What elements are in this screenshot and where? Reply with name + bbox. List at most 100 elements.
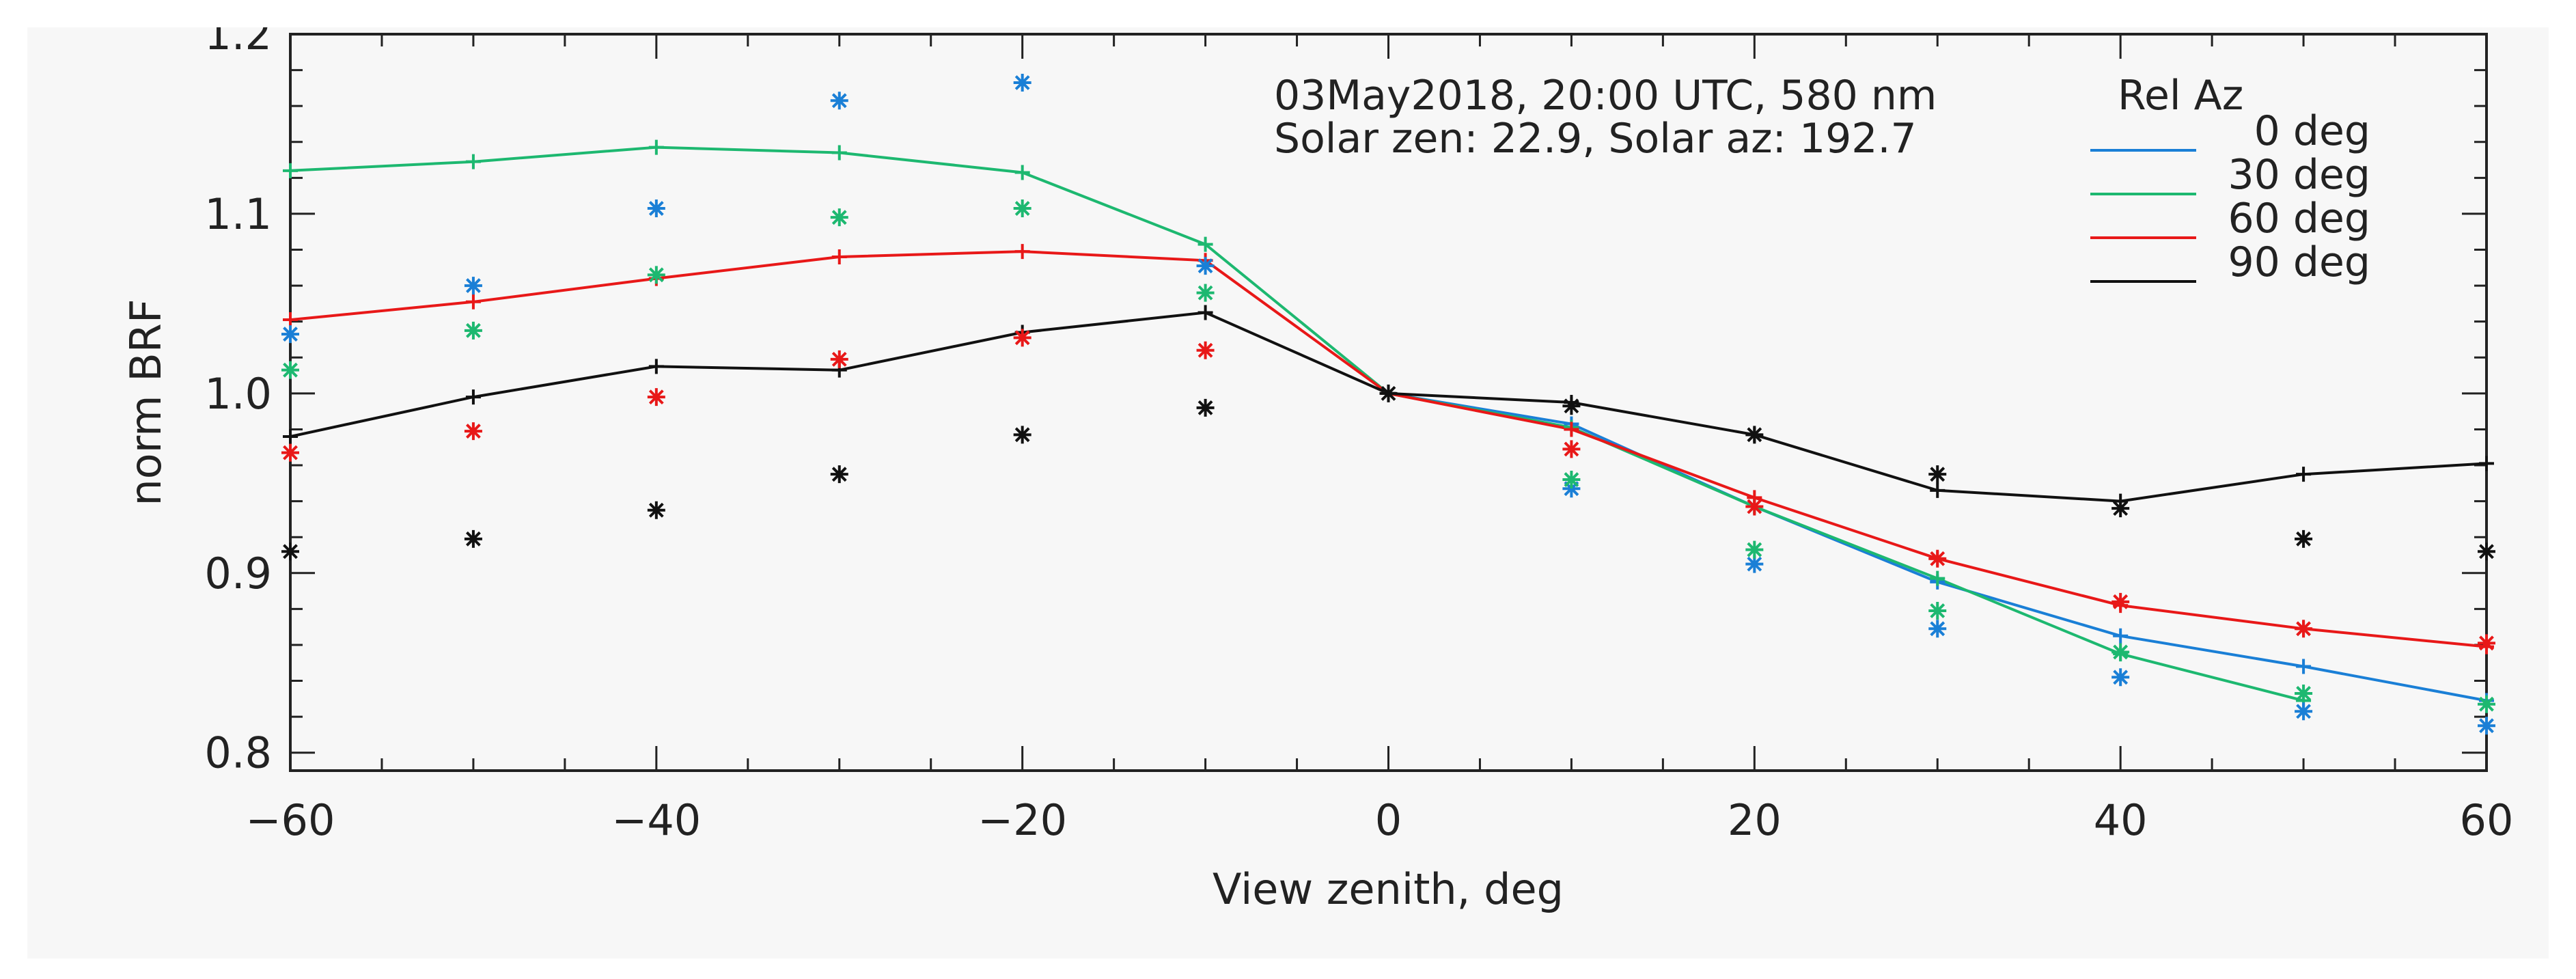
observation-point-30-deg [281,361,299,379]
model-point-0-deg [2296,659,2312,674]
model-point-60-deg [1564,422,1579,437]
observation-point-90-deg [1562,397,1581,415]
y-axis-label: norm BRF [121,299,171,506]
observation-point-30-deg [2295,684,2313,702]
observation-point-60-deg [1562,440,1581,458]
x-tick-labels: −60 −40 −20 0 20 40 60 [246,795,2514,845]
model-point-0-deg [2113,628,2129,644]
observation-point-90-deg [464,529,482,548]
observation-point-60-deg [2478,634,2495,652]
observation-point-0-deg [281,325,299,344]
model-line-90-deg [290,311,2487,503]
model-markers [283,139,2494,708]
model-point-90-deg [465,389,481,405]
model-point-30-deg [465,154,481,169]
model-point-30-deg [1930,570,1945,586]
model-point-90-deg [2296,467,2312,482]
model-point-60-deg [831,249,847,265]
model-point-60-deg [1014,244,1030,260]
observation-point-90-deg [830,465,848,484]
observation-point-0-deg [464,277,482,295]
model-point-90-deg [2479,456,2494,471]
observation-point-30-deg [1745,540,1764,559]
observation-point-0-deg [1928,620,1947,638]
y-tick-label: 1.2 [204,27,272,59]
annotation-line-1: 03May2018, 20:00 UTC, 580 nm [1274,72,1937,120]
observation-point-30-deg [2478,695,2495,713]
observation-point-60-deg [830,350,848,368]
figure-panel: −60 −40 −20 0 20 40 60 0.8 0.9 1.0 1.1 1.2 View ze… [27,27,2549,959]
x-tick-label: 40 [2094,795,2148,845]
observation-point-30-deg [1562,471,1581,489]
legend-label: 30 deg [2228,151,2370,199]
y-tick-label: 0.8 [204,728,272,778]
model-line-60-deg [290,250,2487,648]
observation-point-90-deg [2295,529,2313,548]
model-point-30-deg [648,139,664,155]
observation-point-90-deg [1928,465,1947,484]
model-point-60-deg [465,294,481,309]
observation-point-90-deg [1013,426,1031,444]
observation-point-60-deg [464,422,482,441]
legend-label: 0 deg [2254,107,2370,155]
y-tick-labels: 0.8 0.9 1.0 1.1 1.2 [204,27,272,778]
model-point-30-deg [283,163,298,178]
legend-label: 60 deg [2228,195,2370,243]
observation-point-0-deg [830,92,848,110]
y-tick-label: 0.9 [204,549,272,598]
observation-markers [281,73,2495,735]
observation-point-0-deg [1745,555,1764,573]
observation-point-0-deg [1196,257,1215,275]
observation-point-0-deg [2295,702,2313,721]
observation-point-90-deg [647,501,665,519]
observation-point-60-deg [1196,341,1215,359]
observation-point-60-deg [1013,329,1031,347]
observation-point-60-deg [2295,620,2313,638]
x-tick-label: 20 [1728,795,1782,845]
observation-point-90-deg [1745,426,1764,444]
observation-point-30-deg [464,321,482,340]
observation-point-0-deg [2478,717,2495,735]
x-tick-label: 0 [1375,795,1402,845]
annotation-line-2: Solar zen: 22.9, Solar az: 192.7 [1274,115,1917,163]
observation-point-30-deg [2111,643,2130,661]
observation-point-60-deg [647,388,665,406]
x-tick-label: −40 [611,795,701,845]
observation-point-60-deg [1745,497,1764,516]
model-point-90-deg [1930,482,1945,498]
observation-point-60-deg [281,443,299,462]
x-tick-label: −20 [978,795,1067,845]
observation-point-30-deg [647,266,665,284]
model-point-30-deg [1014,165,1030,180]
legend-label: 90 deg [2228,238,2370,286]
observation-point-0-deg [647,199,665,218]
observation-point-30-deg [1196,284,1215,302]
observation-point-60-deg [1928,549,1947,568]
legend-title: Rel Az [2118,72,2243,120]
observation-point-30-deg [830,208,848,227]
observation-point-30-deg [1928,601,1947,620]
model-point-90-deg [648,359,664,374]
observation-point-30-deg [1013,199,1031,218]
observation-point-90-deg [281,542,299,561]
model-point-90-deg [1197,305,1213,320]
model-point-60-deg [283,312,298,328]
observation-point-0-deg [1013,73,1031,92]
observation-point-0-deg [1562,480,1581,498]
observation-point-90-deg [2111,499,2130,518]
observation-point-0-deg [2111,668,2130,687]
model-line-30-deg [290,146,2304,702]
x-tick-label: 60 [2460,795,2514,845]
observation-point-90-deg [2478,542,2495,561]
x-tick-label: −60 [246,795,335,845]
x-axis-label: View zenith, deg [1213,864,1564,914]
brf-line-chart: −60 −40 −20 0 20 40 60 0.8 0.9 1.0 1.1 1.2 View ze… [121,27,2514,914]
axis-ticks [289,33,2488,771]
model-point-30-deg [831,145,847,161]
y-tick-label: 1.1 [204,189,272,239]
model-lines [290,146,2487,702]
model-line-0-deg [1388,391,2487,702]
y-tick-label: 1.0 [204,369,272,419]
observation-point-90-deg [1379,384,1398,402]
